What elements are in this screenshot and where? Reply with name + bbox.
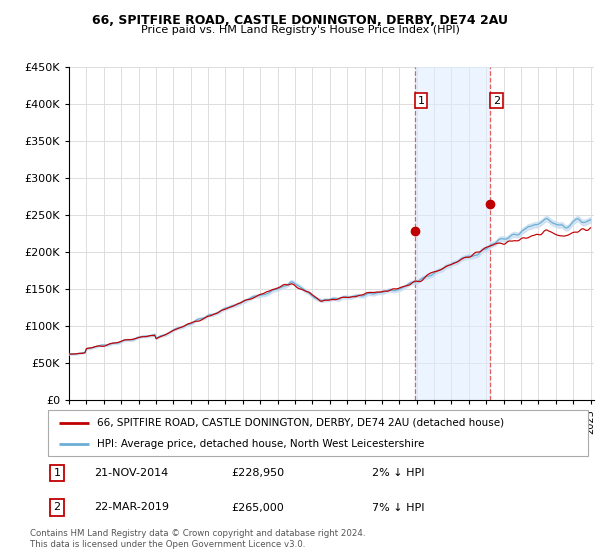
Text: Contains HM Land Registry data © Crown copyright and database right 2024.
This d: Contains HM Land Registry data © Crown c… xyxy=(30,529,365,549)
Text: 66, SPITFIRE ROAD, CASTLE DONINGTON, DERBY, DE74 2AU (detached house): 66, SPITFIRE ROAD, CASTLE DONINGTON, DER… xyxy=(97,418,504,428)
Text: 66, SPITFIRE ROAD, CASTLE DONINGTON, DERBY, DE74 2AU: 66, SPITFIRE ROAD, CASTLE DONINGTON, DER… xyxy=(92,14,508,27)
Text: £228,950: £228,950 xyxy=(232,468,285,478)
Text: 1: 1 xyxy=(53,468,61,478)
Text: 2% ↓ HPI: 2% ↓ HPI xyxy=(372,468,425,478)
Text: HPI: Average price, detached house, North West Leicestershire: HPI: Average price, detached house, Nort… xyxy=(97,439,424,449)
Text: 1: 1 xyxy=(418,96,424,105)
Text: 21-NOV-2014: 21-NOV-2014 xyxy=(94,468,168,478)
Text: 22-MAR-2019: 22-MAR-2019 xyxy=(94,502,169,512)
Bar xyxy=(415,67,490,400)
Text: 2: 2 xyxy=(53,502,61,512)
Text: Price paid vs. HM Land Registry's House Price Index (HPI): Price paid vs. HM Land Registry's House … xyxy=(140,25,460,35)
Text: 2: 2 xyxy=(493,96,500,105)
Text: 7% ↓ HPI: 7% ↓ HPI xyxy=(372,502,425,512)
Text: £265,000: £265,000 xyxy=(232,502,284,512)
